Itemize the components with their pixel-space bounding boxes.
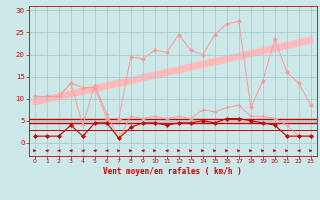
X-axis label: Vent moyen/en rafales ( km/h ): Vent moyen/en rafales ( km/h ) [103,167,242,176]
